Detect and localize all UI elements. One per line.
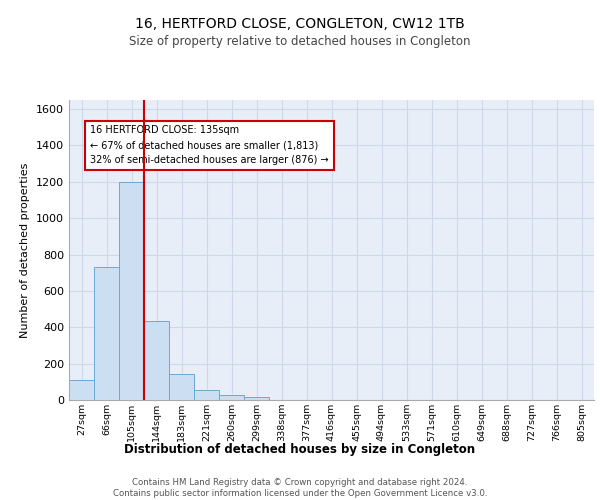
Bar [69, 380, 94, 400]
Bar [94, 268, 119, 400]
Bar [194, 390, 219, 400]
Text: 16 HERTFORD CLOSE: 135sqm
← 67% of detached houses are smaller (1,813)
32% of se: 16 HERTFORD CLOSE: 135sqm ← 67% of detac… [90, 126, 329, 165]
Bar [144, 321, 169, 400]
Bar [219, 394, 244, 400]
Text: 16, HERTFORD CLOSE, CONGLETON, CW12 1TB: 16, HERTFORD CLOSE, CONGLETON, CW12 1TB [135, 18, 465, 32]
Bar [119, 182, 144, 400]
Bar [169, 374, 194, 400]
Text: Size of property relative to detached houses in Congleton: Size of property relative to detached ho… [129, 35, 471, 48]
Bar [244, 398, 269, 400]
Text: Distribution of detached houses by size in Congleton: Distribution of detached houses by size … [124, 442, 476, 456]
Y-axis label: Number of detached properties: Number of detached properties [20, 162, 31, 338]
Text: Contains HM Land Registry data © Crown copyright and database right 2024.
Contai: Contains HM Land Registry data © Crown c… [113, 478, 487, 498]
